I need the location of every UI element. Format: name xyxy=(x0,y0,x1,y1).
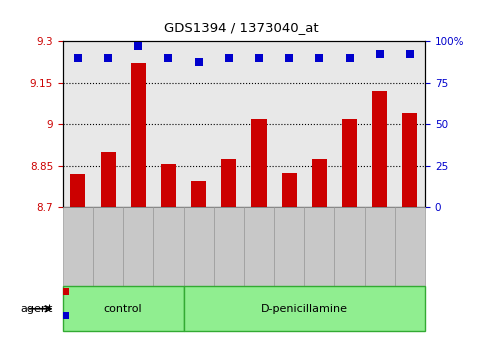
Bar xyxy=(221,159,236,207)
Point xyxy=(195,59,202,65)
Text: GSM61817: GSM61817 xyxy=(371,234,380,283)
Point xyxy=(165,55,172,61)
Text: agent: agent xyxy=(21,304,53,314)
Text: control: control xyxy=(104,304,142,314)
Text: GSM61816: GSM61816 xyxy=(341,234,350,283)
Bar xyxy=(402,113,417,207)
Text: D-penicillamine: D-penicillamine xyxy=(261,304,348,314)
Bar xyxy=(71,174,85,207)
Bar xyxy=(312,159,327,207)
Point xyxy=(104,55,112,61)
Text: GSM61813: GSM61813 xyxy=(250,234,259,283)
Text: GSM61815: GSM61815 xyxy=(311,234,319,283)
Point xyxy=(406,51,414,57)
Bar xyxy=(282,172,297,207)
Point xyxy=(346,55,354,61)
Point xyxy=(315,55,323,61)
Bar xyxy=(131,63,146,207)
Point xyxy=(225,55,233,61)
Point xyxy=(376,51,384,57)
Text: GSM61808: GSM61808 xyxy=(99,234,108,283)
Text: percentile rank within the sample: percentile rank within the sample xyxy=(70,311,246,321)
Text: GSM61818: GSM61818 xyxy=(401,234,410,283)
Bar xyxy=(252,119,267,207)
Bar xyxy=(161,164,176,207)
Bar xyxy=(191,181,206,207)
Bar xyxy=(100,152,115,207)
Point xyxy=(285,55,293,61)
Text: GSM61811: GSM61811 xyxy=(190,234,199,283)
Text: GSM61807: GSM61807 xyxy=(69,234,78,283)
Text: GSM61810: GSM61810 xyxy=(159,234,169,283)
Text: GSM61814: GSM61814 xyxy=(280,234,289,283)
Point xyxy=(255,55,263,61)
Text: GDS1394 / 1373040_at: GDS1394 / 1373040_at xyxy=(164,21,319,34)
Text: transformed count: transformed count xyxy=(70,287,167,296)
Bar xyxy=(372,91,387,207)
Text: GSM61809: GSM61809 xyxy=(129,234,138,283)
Point xyxy=(134,43,142,48)
Text: GSM61812: GSM61812 xyxy=(220,234,229,283)
Bar xyxy=(342,119,357,207)
Point xyxy=(74,55,82,61)
